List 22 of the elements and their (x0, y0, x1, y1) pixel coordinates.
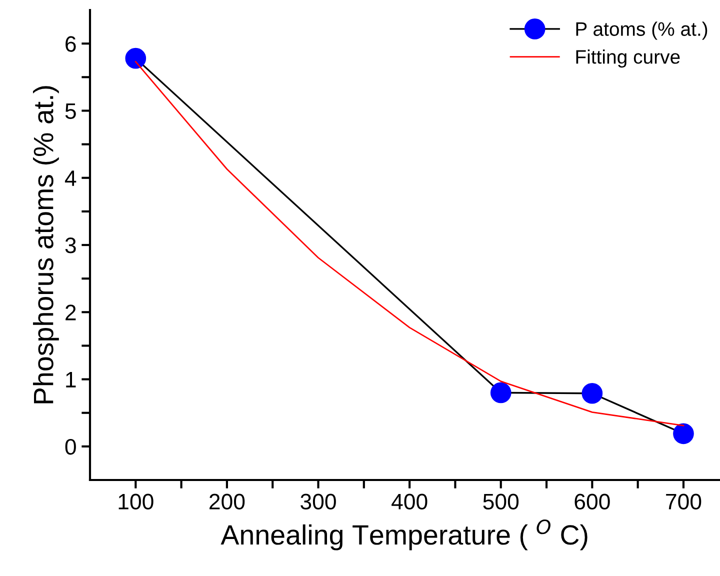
legend-label: Fitting curve (576, 50, 680, 68)
point (673, 423, 694, 444)
y-tick-label: 5 (65, 103, 76, 119)
x-axis-title: Annealing Temperature ( $^{O}$ C) (220, 519, 588, 550)
x-tick-label: 700 (666, 494, 702, 510)
y-tick-label: 6 (66, 36, 76, 52)
y-tick-label: 1 (66, 372, 76, 388)
y-tick-label: 3 (65, 238, 76, 254)
y-axis-title: Phosphorus atoms (% at.) (33, 86, 59, 404)
point (582, 382, 603, 404)
x-tick-label: 200 (210, 494, 245, 510)
legend-label: P atoms (% at.) (576, 22, 708, 40)
x-tick-label: 100 (118, 494, 154, 510)
y-tick-label: 4 (64, 170, 76, 186)
point (490, 382, 512, 404)
x-tick-label: 300 (300, 494, 336, 510)
point (125, 48, 146, 69)
x-tick-label: 400 (392, 494, 428, 510)
x-tick-label: 500 (483, 494, 519, 510)
y-tick-label: 0 (65, 438, 76, 455)
x-tick-label: 600 (574, 494, 610, 510)
y-tick-label: 2 (66, 304, 76, 320)
